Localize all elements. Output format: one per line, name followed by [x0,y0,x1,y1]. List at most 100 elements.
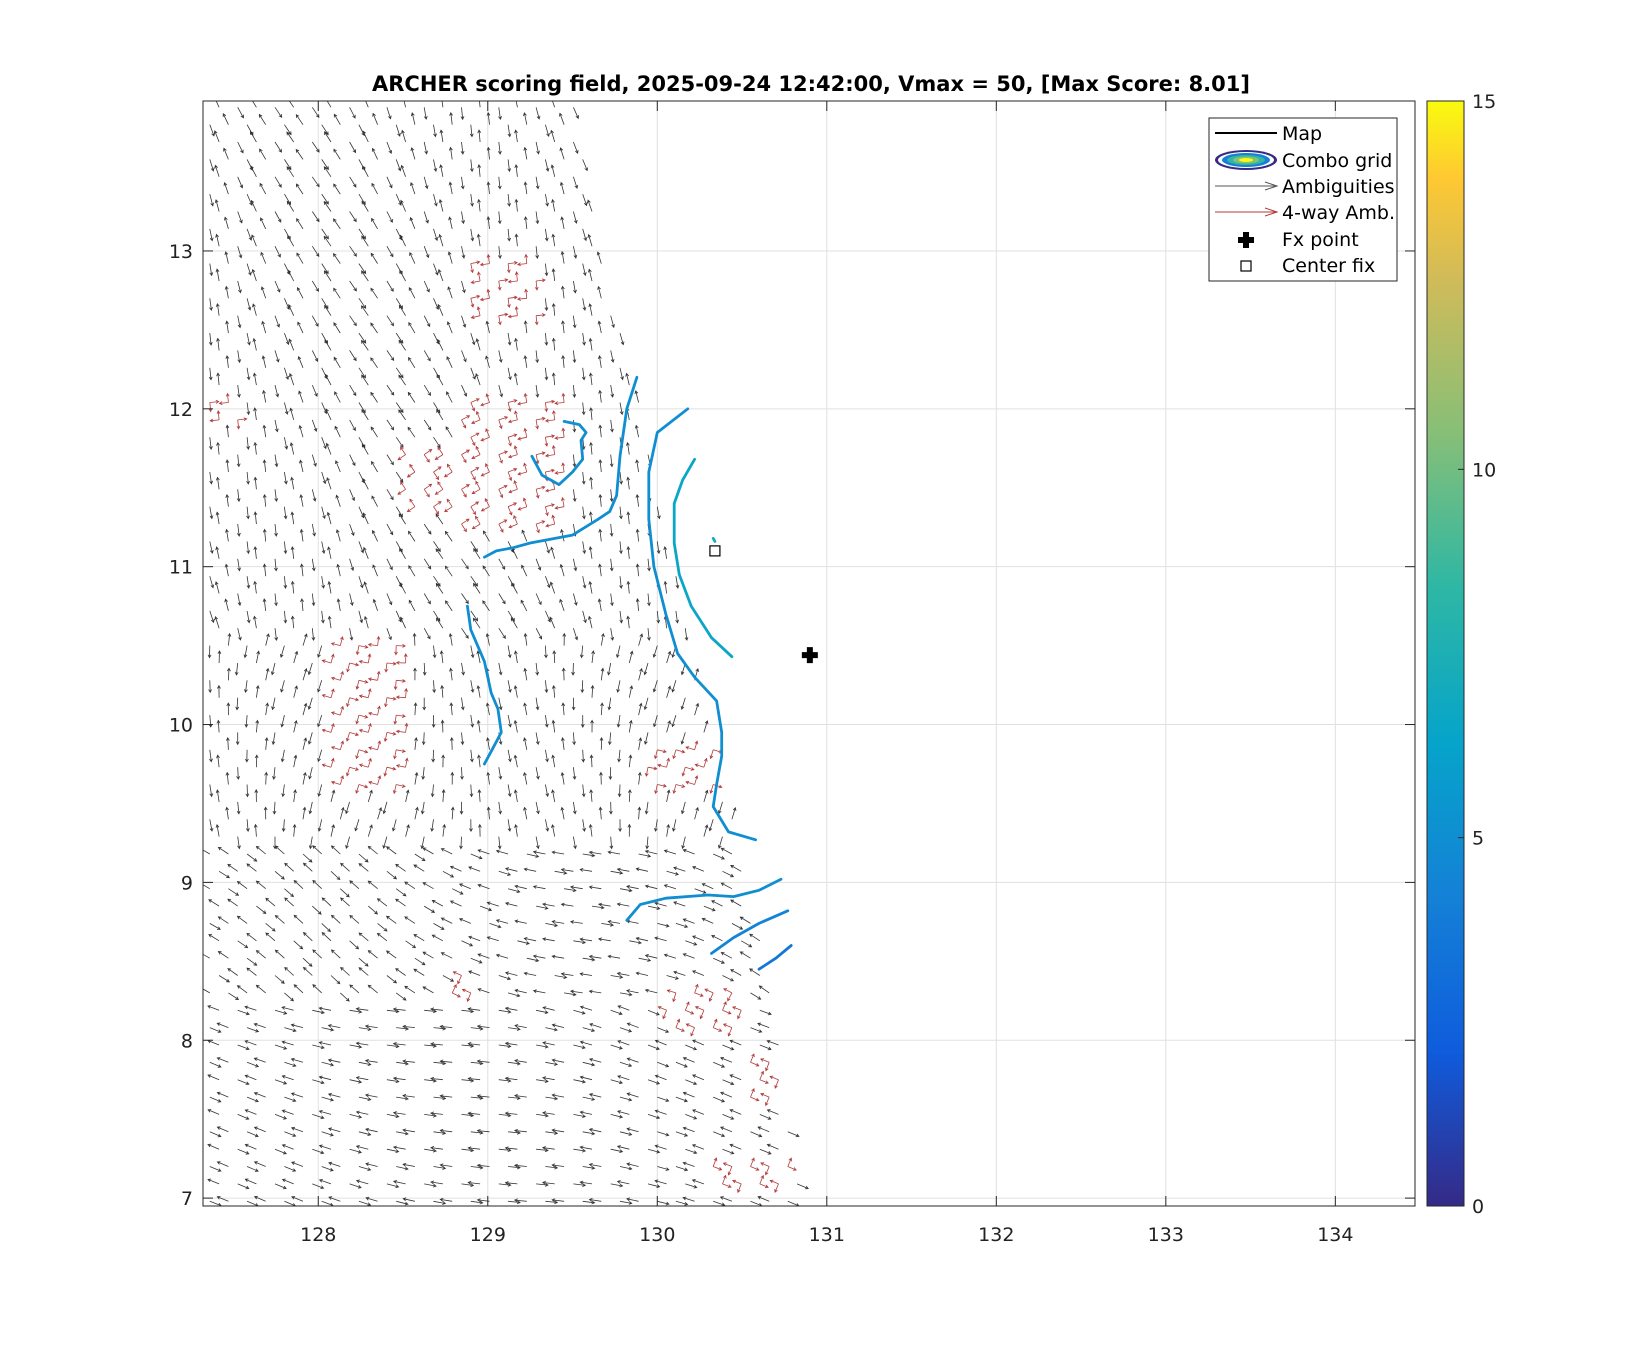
ambiguity-arrow [596,251,602,264]
arrow-path [545,488,555,493]
arrow-path [321,124,329,136]
arrow-path [261,355,267,368]
ambiguity-arrow [498,1044,512,1049]
arrow-path [413,702,418,716]
arrow-path [281,1109,294,1115]
ambiguity-arrow [673,970,686,976]
ambiguity-arrow [273,836,277,850]
ambiguity-arrow [507,992,521,998]
arrow-path [508,1027,521,1031]
arrow-path [560,771,565,785]
ambiguity-arrow [392,1111,406,1115]
arrow-path [486,901,499,907]
arrow-path [203,988,210,994]
arrow-path [691,1144,705,1150]
arrow-path [274,524,278,537]
arrow-path [469,124,474,138]
arrow-path [358,228,366,240]
arrow-path [601,922,615,927]
ambiguity-arrow [573,940,587,945]
ambiguity-arrow [214,164,220,177]
arrow-path [619,332,625,346]
ambiguity-arrow [589,754,594,768]
four-way-arrow [514,410,518,420]
arrow-path [346,697,350,708]
ambiguity-arrow [423,558,432,570]
ambiguity-arrow [485,320,490,334]
arrow-path [766,1143,779,1150]
ambiguity-arrow [535,801,540,815]
arrow-path [442,870,455,878]
ambiguity-arrow [720,847,733,855]
ambiguity-arrow [535,732,540,746]
ambiguity-arrow [508,1165,521,1170]
arrow-path [237,246,243,259]
arrow-path [582,159,588,172]
arrow-path [396,714,406,718]
arrow-path [486,146,491,160]
arrow-path [449,667,453,681]
arrow-path [561,354,566,368]
ambiguity-arrow [722,975,735,982]
four-way-arrow [508,295,518,300]
ambiguity-arrow [666,720,671,733]
arrow-path [498,523,504,533]
four-way-arrow [498,419,503,430]
ambiguity-arrow [582,228,588,242]
ambiguity-arrow [544,715,549,728]
arrow-path [544,402,549,413]
arrow-path [497,246,502,260]
four-way-arrow [694,992,704,997]
ambiguity-arrow [573,141,579,154]
ambiguity-arrow [498,975,512,981]
ambiguity-arrow [283,610,288,624]
ambiguity-arrow [290,546,295,559]
arrow-path [523,806,528,820]
ambiguity-arrow [486,806,491,820]
ambiguity-arrow [486,936,499,942]
arrow-path [395,506,403,518]
arrow-path [470,367,476,380]
arrow-path [424,1113,437,1118]
arrow-path [311,141,320,153]
arrow-path [246,298,252,311]
arrow-path [396,679,407,683]
ambiguity-arrow [461,1009,475,1014]
arrow-path [581,471,586,485]
ambiguity-arrow [587,233,593,247]
arrow-path [395,968,406,976]
arrow-path [336,563,341,577]
arrow-path [619,541,623,555]
ambiguity-arrow [514,1059,527,1063]
arrow-path [561,496,565,507]
ambiguity-arrow [542,1041,555,1046]
arrow-path [328,1161,341,1167]
ambiguity-arrow [430,1007,443,1012]
arrow-path [293,789,297,802]
arrow-path [627,789,632,802]
arrow-path [302,932,313,942]
arrow-path [274,489,279,503]
four-way-arrow [506,263,511,274]
arrow-path [572,315,577,329]
arrow-path [545,541,550,554]
ambiguity-arrow [253,823,258,837]
arrow-path [355,1110,369,1115]
ambiguity-arrow [311,454,317,467]
ambiguity-arrow [404,985,416,994]
ambiguity-arrow [318,1110,332,1115]
arrow-path [367,824,373,837]
arrow-path [358,610,364,624]
ambiguity-arrow [551,954,565,959]
legend[interactable]: Map Combo grid Ambiguities 4-way Amb. [1208,117,1398,282]
ambiguity-arrow [327,615,332,629]
arrow-path [255,880,266,890]
ambiguity-arrow [644,884,658,890]
arrow-path [284,367,289,380]
ambiguity-arrow [258,113,267,125]
four-way-arrow [498,519,508,525]
arrow-path [685,1079,698,1085]
arrow-path [255,984,266,994]
